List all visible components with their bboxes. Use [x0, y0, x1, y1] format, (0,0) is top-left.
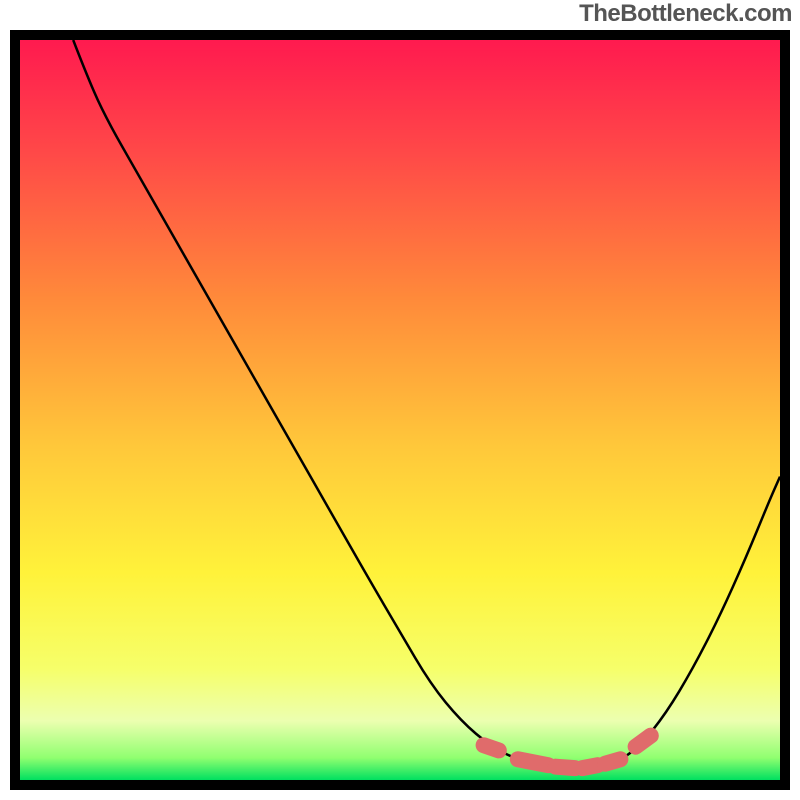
bottleneck-curve-chart: [0, 0, 800, 800]
marker-dash: [556, 767, 575, 768]
marker-dash: [605, 759, 620, 763]
chart-container: TheBottleneck.com: [0, 0, 800, 800]
marker-dash: [484, 745, 499, 750]
marker-dash: [518, 759, 548, 765]
marker-dash: [582, 765, 597, 768]
marker-dash: [636, 736, 651, 747]
plot-background: [20, 40, 780, 780]
